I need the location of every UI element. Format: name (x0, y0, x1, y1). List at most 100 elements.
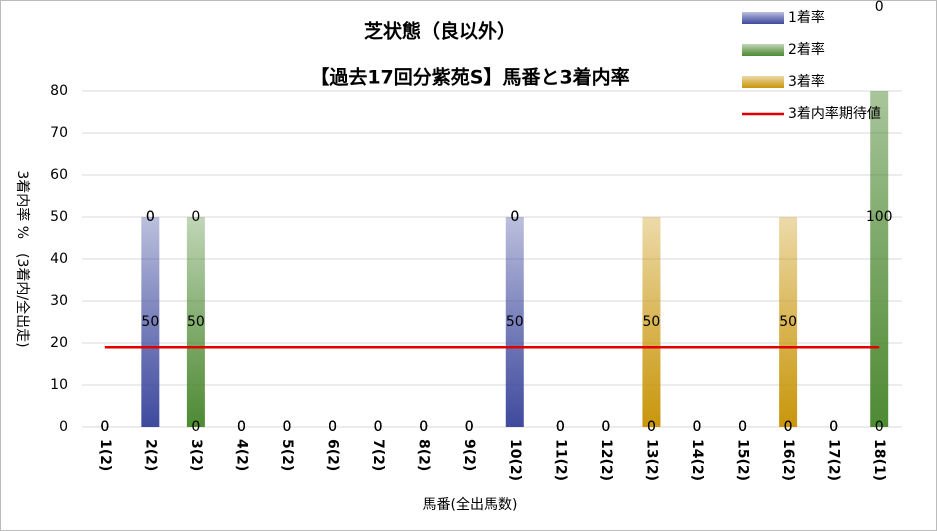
data-label: 0 (556, 419, 565, 435)
x-tick-label: 2(2) (142, 439, 158, 471)
x-tick-label: 7(2) (370, 439, 386, 471)
data-label: 0 (191, 419, 200, 435)
data-label: 0 (419, 419, 428, 435)
data-label: 0 (784, 419, 793, 435)
data-label: 0 (556, 419, 565, 435)
data-label: 0 (100, 419, 109, 435)
data-label: 0 (465, 419, 474, 435)
data-label: 0 (601, 419, 610, 435)
chart-subtitle: 【過去17回分紫苑S】馬番と3着内率 (310, 66, 629, 89)
x-tick-label: 4(2) (233, 439, 249, 471)
data-label: 0 (647, 419, 656, 435)
y-tick-label: 20 (50, 335, 68, 351)
data-label: 0 (601, 419, 610, 435)
data-label: 0 (829, 419, 838, 435)
data-label: 0 (191, 209, 200, 225)
data-label: 0 (328, 419, 337, 435)
x-tick-label: 18(1) (871, 439, 887, 481)
y-tick-label: 10 (50, 377, 68, 393)
x-tick-label: 15(2) (735, 439, 751, 481)
data-label: 0 (283, 419, 292, 435)
bar (870, 91, 889, 427)
bar (186, 217, 205, 427)
data-label: 0 (146, 209, 155, 225)
data-label: 0 (829, 419, 838, 435)
data-label: 0 (100, 419, 109, 435)
data-label: 0 (465, 419, 474, 435)
chart-title: 芝状態（良以外） (364, 20, 516, 43)
data-label: 0 (556, 419, 565, 435)
data-label: 0 (601, 419, 610, 435)
data-label: 0 (510, 209, 519, 225)
bar (505, 217, 524, 427)
x-tick-label: 6(2) (325, 439, 341, 471)
x-tick-label: 17(2) (826, 439, 842, 481)
y-tick-label: 40 (50, 251, 68, 267)
data-label: 0 (419, 419, 428, 435)
data-label: 0 (237, 419, 246, 435)
x-tick-label: 1(2) (97, 439, 113, 471)
legend-swatch (742, 76, 784, 88)
legend-swatch (742, 44, 784, 56)
x-tick-label: 10(2) (507, 439, 523, 481)
y-axis-title: 3着内率 % (3着内/全出走) (14, 170, 31, 347)
data-label: 50 (506, 314, 524, 330)
bars (141, 91, 889, 427)
y-tick-label: 0 (59, 419, 68, 435)
data-label: 0 (419, 419, 428, 435)
data-label: 0 (693, 419, 702, 435)
x-axis-title: 馬番(全出馬数) (423, 496, 518, 513)
legend-swatch (742, 12, 784, 24)
x-tick-label: 5(2) (279, 439, 295, 471)
bar (642, 217, 661, 427)
legend-label: 3着率 (788, 73, 825, 90)
data-label: 0 (465, 419, 474, 435)
y-tick-label: 80 (50, 83, 68, 99)
data-label: 0 (374, 419, 383, 435)
data-label: 0 (875, 0, 884, 15)
data-label: 0 (738, 419, 747, 435)
data-label: 0 (693, 419, 702, 435)
legend-label: 2着率 (788, 41, 825, 58)
data-label: 0 (784, 419, 793, 435)
data-label: 0 (237, 419, 246, 435)
bar (141, 217, 160, 427)
data-label: 0 (647, 419, 656, 435)
x-tick-label: 14(2) (689, 439, 705, 481)
x-tick-label: 9(2) (461, 439, 477, 471)
data-label: 0 (146, 209, 155, 225)
y-tick-label: 60 (50, 167, 68, 183)
data-label: 0 (328, 419, 337, 435)
legend-label: 3着内率期待値 (788, 105, 881, 122)
data-label: 50 (141, 314, 159, 330)
data-label: 0 (693, 419, 702, 435)
data-label: 50 (643, 314, 661, 330)
data-label: 0 (283, 419, 292, 435)
x-tick-label: 16(2) (780, 439, 796, 481)
data-label: 100 (866, 209, 893, 225)
data-label: 0 (875, 419, 884, 435)
x-tick-label: 8(2) (416, 439, 432, 471)
data-label: 0 (510, 209, 519, 225)
data-label: 0 (283, 419, 292, 435)
data-label: 0 (738, 419, 747, 435)
y-tick-label: 30 (50, 293, 68, 309)
x-tick-label: 3(2) (188, 439, 204, 471)
data-label: 0 (100, 419, 109, 435)
data-label: 0 (374, 419, 383, 435)
data-label: 0 (829, 419, 838, 435)
data-label: 0 (738, 419, 747, 435)
y-tick-label: 70 (50, 125, 68, 141)
y-tick-label: 50 (50, 209, 68, 225)
x-tick-label: 11(2) (552, 439, 568, 481)
data-label: 50 (779, 314, 797, 330)
x-tick-label: 12(2) (598, 439, 614, 481)
x-tick-label: 13(2) (643, 439, 659, 481)
bar (779, 217, 798, 427)
data-label: 0 (328, 419, 337, 435)
data-label: 50 (187, 314, 205, 330)
data-label: 0 (237, 419, 246, 435)
legend-label: 1着率 (788, 9, 825, 26)
data-label: 0 (374, 419, 383, 435)
